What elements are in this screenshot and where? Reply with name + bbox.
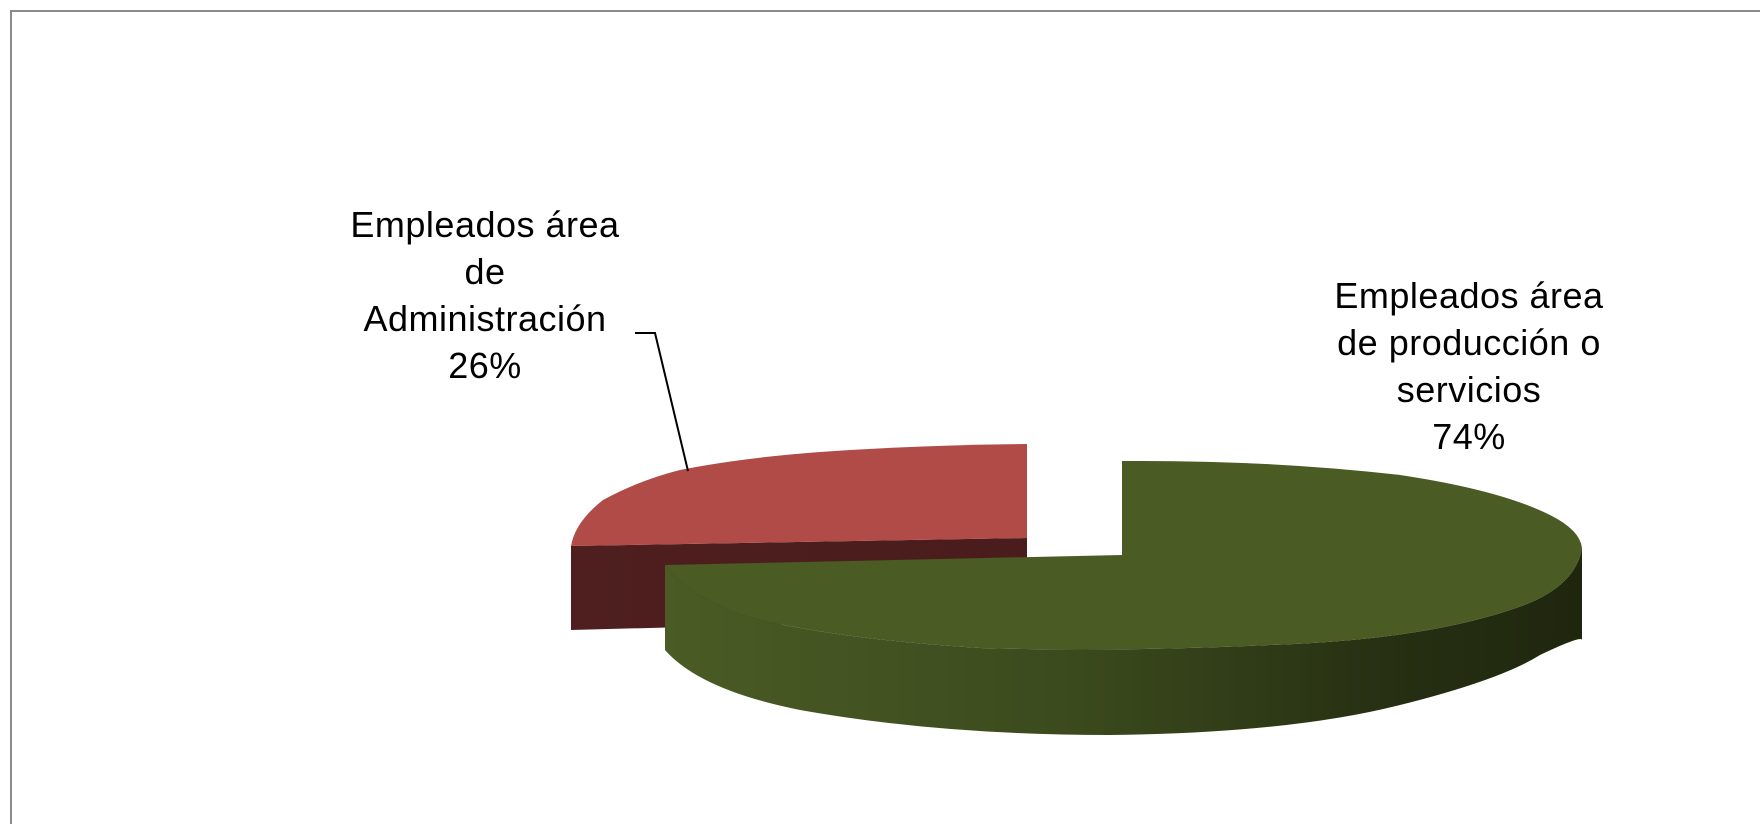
slice-produccion[interactable]	[665, 460, 1582, 735]
prod-label-line-3: servicios	[1396, 369, 1542, 410]
slice-label-produccion: Empleados área de producción o servicios…	[1280, 272, 1658, 460]
admin-label-line-1: Empleados área	[350, 204, 620, 245]
admin-label-line-2: de	[464, 251, 506, 292]
prod-percent-label: 74%	[1432, 416, 1506, 457]
prod-label-line-1: Empleados área	[1334, 275, 1604, 316]
prod-label-line-2: de producción o	[1337, 322, 1601, 363]
admin-leader-line	[635, 332, 689, 472]
slice-produccion-side	[665, 548, 1582, 735]
slice-administracion-top	[571, 444, 1027, 546]
admin-percent-label: 26%	[448, 345, 522, 386]
slice-label-administracion: Empleados área de Administración 26%	[300, 201, 670, 389]
slice-produccion-top	[665, 460, 1582, 650]
admin-label-line-3: Administración	[363, 298, 607, 339]
